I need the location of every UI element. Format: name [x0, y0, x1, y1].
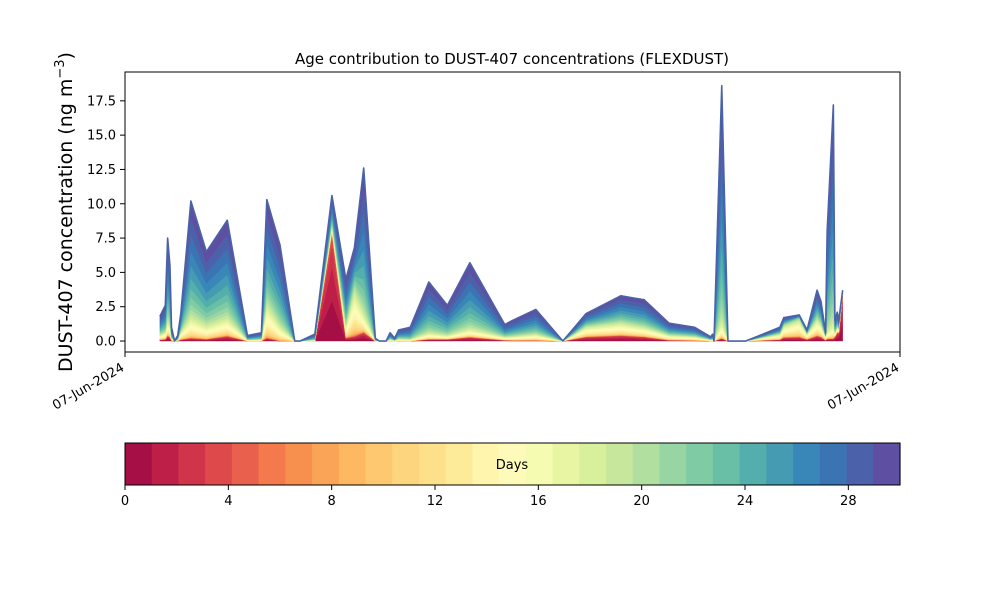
- colorbar-segment: [739, 443, 767, 485]
- y-tick-label: 7.5: [95, 232, 116, 247]
- chart-title: Age contribution to DUST-407 concentrati…: [295, 50, 729, 68]
- colorbar-tick-label: 16: [530, 494, 547, 509]
- colorbar-segment: [766, 443, 794, 485]
- colorbar-frame: [124, 442, 901, 486]
- y-axis-label-main: DUST-407 concentration (ng m: [55, 79, 77, 372]
- y-tick-label: 10.0: [87, 197, 116, 212]
- colorbar-segment: [392, 443, 420, 485]
- colorbar-tick-label: 4: [224, 494, 232, 509]
- colorbar-segment: [525, 443, 554, 485]
- plot-frame: [124, 71, 901, 353]
- colorbar-segment: [712, 443, 741, 485]
- colorbar-segment: [606, 443, 634, 485]
- colorbar-segment: [686, 443, 714, 485]
- colorbar-segment: [632, 443, 661, 485]
- colorbar-segment: [552, 443, 580, 485]
- total-concentration-line: [159, 84, 844, 342]
- y-axis: 0.0 2.5 5.0 7.5 10.0 12.5 15.0 17.5: [87, 94, 125, 350]
- colorbar-tick-label: 28: [840, 494, 857, 509]
- colorbar-segment: [418, 443, 447, 485]
- y-axis-label-superscript: −3: [53, 59, 68, 78]
- x-tick-label: 07-Jun-2024: [825, 360, 902, 413]
- y-tick-label: 5.0: [95, 266, 116, 281]
- svg-text:DUST-407 concentration (ng m−3: DUST-407 concentration (ng m−3): [53, 52, 77, 372]
- colorbar-segment: [285, 443, 313, 485]
- y-tick-label: 2.5: [95, 300, 116, 315]
- colorbar-tick-label: 8: [328, 494, 336, 509]
- y-tick-label: 15.0: [87, 129, 116, 144]
- colorbar-segment: [659, 443, 687, 485]
- colorbar-segment: [846, 443, 874, 485]
- colorbar-segment: [125, 443, 153, 485]
- colorbar-tick-label: 12: [427, 494, 444, 509]
- colorbar-segment: [178, 443, 206, 485]
- colorbar-segment: [873, 443, 901, 485]
- colorbar-tick-label: 24: [737, 494, 754, 509]
- colorbar-segment: [579, 443, 607, 485]
- colorbar-label: Days: [496, 458, 529, 473]
- colorbar-segment: [258, 443, 286, 485]
- y-tick-label: 12.5: [87, 163, 116, 178]
- colorbar-segment: [312, 443, 340, 485]
- colorbar-segment: [365, 443, 393, 485]
- colorbar-segment: [445, 443, 474, 485]
- y-tick-label: 17.5: [87, 94, 116, 109]
- colorbar-segment: [151, 443, 180, 485]
- colorbar-tick-label: 0: [121, 494, 129, 509]
- colorbar-segment: [338, 443, 367, 485]
- colorbar-segment: [231, 443, 260, 485]
- colorbar-tick-label: 20: [633, 494, 650, 509]
- colorbar-segment: [819, 443, 848, 485]
- colorbar-segment: [499, 443, 527, 485]
- y-tick-label: 0.0: [95, 335, 116, 350]
- colorbar-segment: [205, 443, 233, 485]
- colorbar-segment: [472, 443, 500, 485]
- plot-areas: [159, 84, 844, 342]
- y-axis-label-close: ): [55, 52, 77, 59]
- colorbar-segment: [793, 443, 821, 485]
- colorbar: 0 4 8 12 16 20 24 28: [121, 443, 901, 509]
- x-axis: 07-Jun-2024 07-Jun-2024: [50, 352, 902, 413]
- y-axis-label: DUST-407 concentration (ng m−3): [53, 52, 77, 372]
